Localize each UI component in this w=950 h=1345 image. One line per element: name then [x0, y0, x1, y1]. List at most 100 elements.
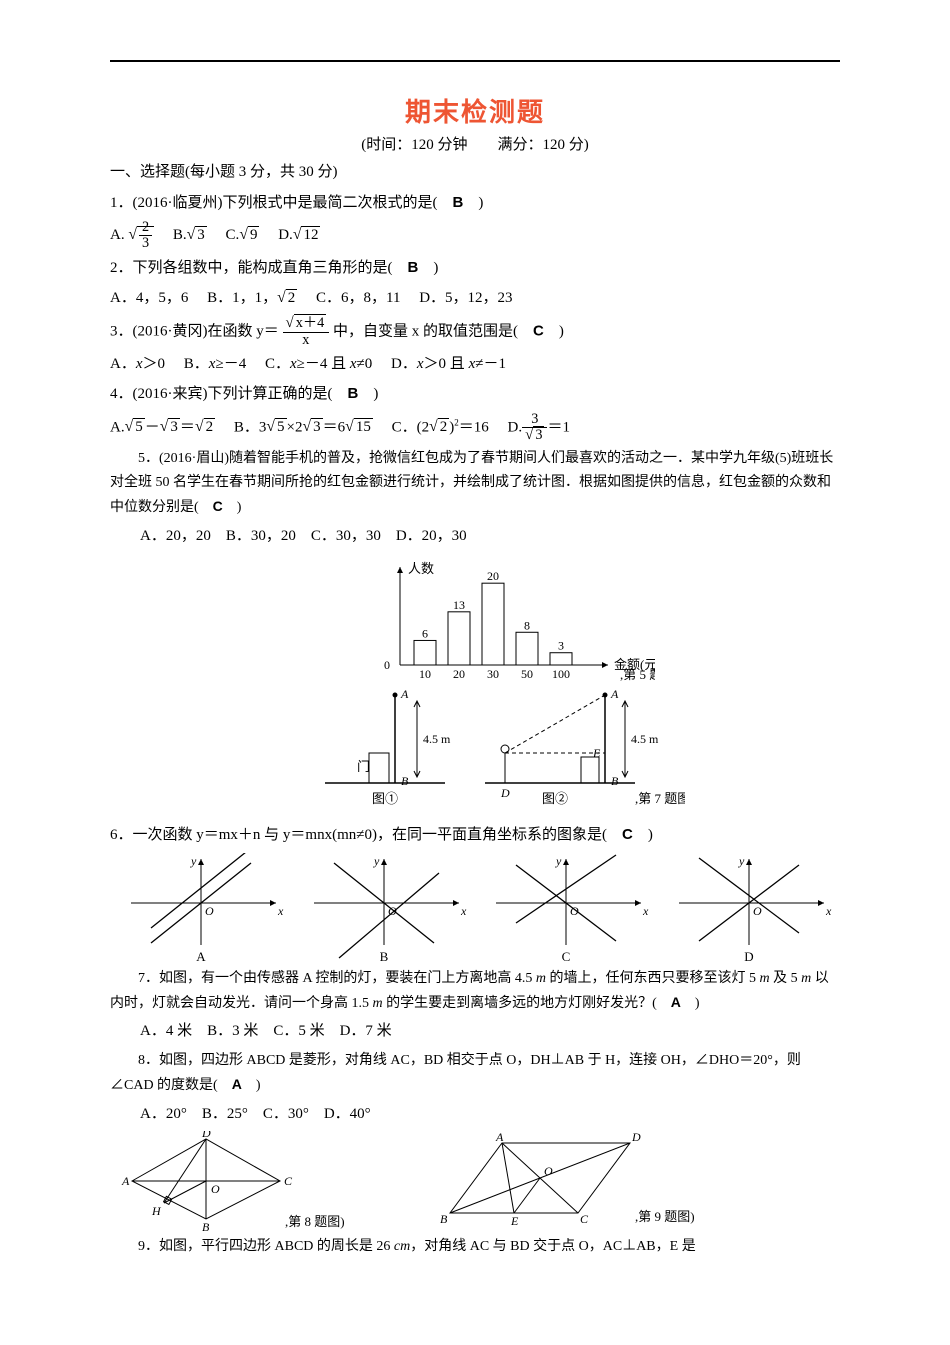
svg-text:3: 3: [558, 639, 564, 653]
q3-D-e: ≠－1: [475, 356, 506, 372]
svg-text:E: E: [592, 746, 601, 760]
q4-answer: B: [347, 385, 358, 402]
q8-answer: A: [232, 1076, 242, 1092]
sqrt-icon: 2: [195, 414, 215, 441]
q1-A-den: 3: [139, 236, 152, 251]
q1-C-label: C.: [211, 227, 240, 243]
q3-A-x: x: [136, 356, 143, 372]
svg-text:6: 6: [422, 627, 428, 641]
svg-text:D: D: [201, 1131, 211, 1140]
svg-text:,第 8 题图): ,第 8 题图): [285, 1214, 345, 1229]
q9-para: 9．如图，平行四边形 ABCD 的周长是 26 cm，对角线 AC 与 BD 交…: [110, 1235, 840, 1259]
q3-C-x2: x: [350, 356, 357, 372]
svg-text:O: O: [211, 1182, 220, 1196]
svg-text:D: D: [744, 949, 753, 963]
q2-B: B．1，1，: [192, 290, 277, 306]
q3-B-a: B．: [169, 356, 209, 372]
q4-A-r3: 2: [204, 418, 216, 435]
q2-answer: B: [408, 259, 419, 276]
q2-stem: 2．下列各组数中，能构成直角三角形的是( B ): [110, 255, 840, 282]
q4-C-eq: ＝16: [459, 419, 489, 435]
q2-text-b: ): [418, 260, 438, 276]
q2-A: A．4，5，6: [110, 290, 188, 306]
q7-e: 的学生要走到离墙多远的地方灯刚好发光？(: [383, 996, 671, 1011]
q9-b: ，对角线 AC 与 BD 交于点 O，AC⊥AB，E 是: [410, 1239, 695, 1254]
q7-c: 及 5: [770, 971, 802, 986]
q8-q9-figures: ACDBOH,第 8 题图) ADBCOE,第 9 题图): [110, 1131, 840, 1231]
sqrt-icon: x＋4: [286, 316, 327, 332]
q8-para: 8．如图，四边形 ABCD 是菱形，对角线 AC，BD 相交于点 O，DH⊥AB…: [110, 1049, 840, 1098]
q3-D-c: ＞0 且: [424, 356, 469, 372]
q3-den: x: [283, 333, 330, 348]
q2-options: A．4，5，6 B．1，1，2 C．6，8，11 D．5，12，23: [110, 285, 840, 312]
sqrt-icon: 12: [293, 222, 321, 249]
svg-text:图①: 图①: [372, 791, 398, 806]
svg-text:A: A: [610, 687, 619, 701]
q8-options: A．20° B．25° C．30° D．40°: [110, 1102, 840, 1128]
svg-text:y: y: [190, 854, 197, 868]
q3-text-a: 3．(2016·黄冈)在函数 y＝: [110, 323, 279, 339]
q4-D-pre: D.: [493, 419, 523, 435]
q4-stem: 4．(2016·来宾)下列计算正确的是( B ): [110, 381, 840, 408]
svg-text:H: H: [151, 1204, 162, 1218]
svg-text:B: B: [202, 1220, 210, 1231]
svg-text:y: y: [738, 854, 745, 868]
q3-B-c: ≥－4: [215, 356, 246, 372]
svg-text:50: 50: [521, 667, 533, 681]
svg-text:A: A: [495, 1131, 504, 1144]
q4-A-pre: A.: [110, 419, 125, 435]
svg-text:C: C: [562, 949, 571, 963]
q1-stem: 1．(2016·临夏州)下列根式中是最简二次根式的是( B ): [110, 190, 840, 217]
sqrt-icon: 23: [128, 220, 154, 251]
svg-text:y: y: [555, 854, 562, 868]
q7-m2: m: [759, 971, 769, 986]
page-title: 期末检测题: [110, 92, 840, 129]
q4-text-b: ): [358, 386, 378, 402]
q2-text-a: 2．下列各组数中，能构成直角三角形的是(: [110, 260, 408, 276]
svg-text:D: D: [500, 786, 510, 800]
exam-page: 期末检测题 (时间：120 分钟 满分：120 分) 一、选择题(每小题 3 分…: [0, 0, 950, 1303]
q6-graph-b: xyOB: [299, 853, 469, 963]
svg-text:,第 9 题图): ,第 9 题图): [635, 1209, 695, 1224]
q6-graph-d: xyOD: [664, 853, 834, 963]
svg-text:30: 30: [487, 667, 499, 681]
q9-figure: ADBCOE,第 9 题图): [430, 1131, 720, 1231]
svg-text:13: 13: [453, 598, 465, 612]
sqrt-icon: 3: [302, 414, 322, 441]
svg-text:20: 20: [453, 667, 465, 681]
q4-B-m1: ×2: [287, 419, 303, 435]
q3-C-c: ≥－4 且: [297, 356, 350, 372]
q4-B-pre: B．3: [219, 419, 267, 435]
q3-text-b: 中，自变量 x 的取值范围是(: [333, 323, 533, 339]
q4-D-den: 3: [533, 426, 544, 443]
svg-text:0: 0: [384, 658, 390, 672]
svg-text:门: 门: [357, 759, 370, 774]
q5-bar-chart: 人数金额(元)0610132020308503100,第 5 题图): [295, 553, 655, 683]
q1-A-label: A.: [110, 227, 125, 243]
q3-fraction: x＋4 x: [283, 316, 330, 348]
q3-text-c: ): [544, 323, 564, 339]
q4-B-r3: 15: [354, 418, 373, 435]
sqrt-icon: 5: [266, 414, 286, 441]
svg-text:x: x: [642, 904, 649, 918]
svg-text:B: B: [401, 774, 409, 788]
q1-options: A. 23 B.3 C.9 D.12: [110, 220, 840, 251]
q6-answer: C: [622, 826, 633, 843]
svg-text:20: 20: [487, 570, 499, 584]
q1-B-label: B.: [158, 227, 187, 243]
q3-C-e: ≠0: [357, 356, 373, 372]
q3-A-a: A．: [110, 356, 136, 372]
q4-A-m2: ＝: [180, 419, 195, 435]
sqrt-icon: 2: [429, 414, 449, 441]
q5-text-b: ): [223, 500, 242, 515]
q1-A-num: 2: [139, 220, 152, 236]
svg-text:x: x: [460, 904, 467, 918]
q4-C-r1: 2: [438, 418, 450, 435]
q6-text-a: 6．一次函数 y＝mx＋n 与 y＝mnx(mn≠0)，在同一平面直角坐标系的图…: [110, 827, 622, 843]
sqrt-icon: 3: [525, 428, 544, 444]
sqrt-icon: 3: [187, 222, 207, 249]
q3-C-x: x: [290, 356, 297, 372]
q6-stem: 6．一次函数 y＝mx＋n 与 y＝mnx(mn≠0)，在同一平面直角坐标系的图…: [110, 822, 840, 849]
q4-options: A.5－3＝2 B．35×23＝615 C．(22)2＝16 D.33＝1: [110, 412, 840, 444]
exam-meta: (时间：120 分钟 满分：120 分): [110, 133, 840, 154]
